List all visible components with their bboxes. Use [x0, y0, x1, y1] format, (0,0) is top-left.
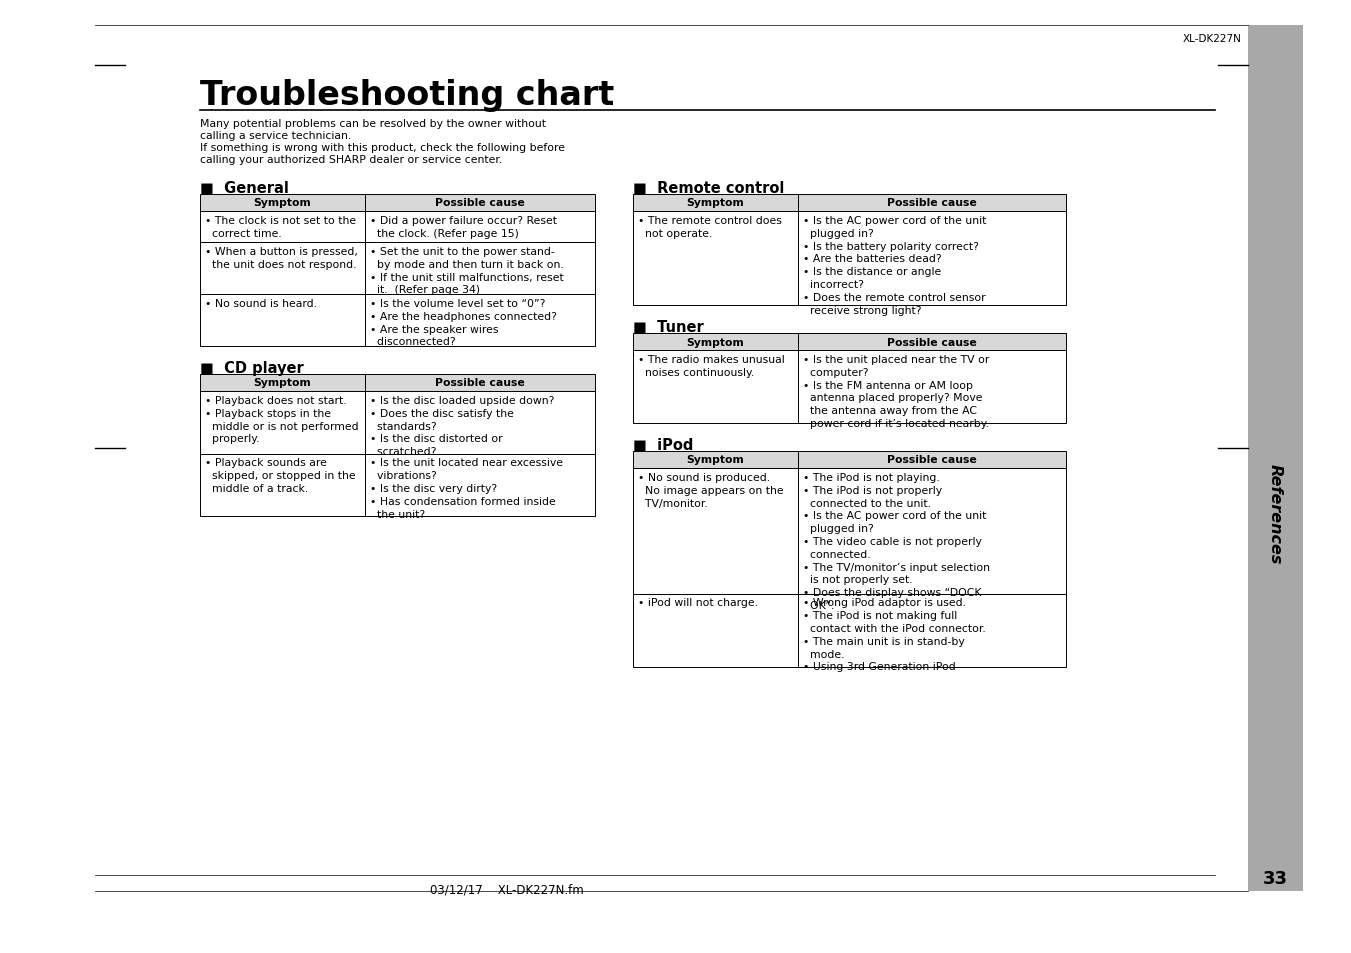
- Text: Symptom: Symptom: [254, 378, 311, 388]
- Text: Symptom: Symptom: [686, 455, 744, 465]
- Bar: [365, 243, 594, 294]
- Text: Possible cause: Possible cause: [888, 198, 977, 209]
- Text: calling your authorized SHARP dealer or service center.: calling your authorized SHARP dealer or …: [200, 154, 503, 165]
- Text: • The remote control does
  not operate.: • The remote control does not operate.: [638, 215, 782, 238]
- Text: 33: 33: [1263, 869, 1288, 887]
- Text: ■  Remote control: ■ Remote control: [634, 181, 785, 195]
- Text: Possible cause: Possible cause: [888, 455, 977, 465]
- Bar: [634, 194, 798, 212]
- Bar: [634, 351, 798, 423]
- Text: Troubleshooting chart: Troubleshooting chart: [200, 79, 615, 112]
- Bar: [798, 334, 1066, 351]
- Bar: [365, 375, 594, 392]
- Text: References: References: [1269, 463, 1283, 563]
- Text: Possible cause: Possible cause: [888, 337, 977, 347]
- Text: • No sound is produced.
  No image appears on the
  TV/monitor.: • No sound is produced. No image appears…: [638, 473, 784, 508]
- Bar: [1248, 26, 1302, 891]
- Bar: [798, 351, 1066, 423]
- Text: If something is wrong with this product, check the following before: If something is wrong with this product,…: [200, 143, 565, 152]
- Text: calling a service technician.: calling a service technician.: [200, 131, 351, 141]
- Bar: [365, 294, 594, 347]
- Bar: [798, 469, 1066, 594]
- Bar: [634, 594, 798, 667]
- Text: • iPod will not charge.: • iPod will not charge.: [638, 598, 758, 608]
- Text: • Is the disc loaded upside down?
• Does the disc satisfy the
  standards?
• Is : • Is the disc loaded upside down? • Does…: [370, 395, 554, 456]
- Text: Symptom: Symptom: [254, 198, 311, 209]
- Text: • Is the unit placed near the TV or
  computer?
• Is the FM antenna or AM loop
 : • Is the unit placed near the TV or comp…: [802, 355, 989, 429]
- Text: ■  General: ■ General: [200, 181, 289, 195]
- Text: • The iPod is not playing.
• The iPod is not properly
  connected to the unit.
•: • The iPod is not playing. • The iPod is…: [802, 473, 990, 610]
- Text: • Did a power failure occur? Reset
  the clock. (Refer page 15): • Did a power failure occur? Reset the c…: [370, 215, 557, 238]
- Bar: [365, 212, 594, 243]
- Bar: [200, 212, 365, 243]
- Text: Many potential problems can be resolved by the owner without: Many potential problems can be resolved …: [200, 119, 546, 129]
- Text: ■  CD player: ■ CD player: [200, 360, 304, 375]
- Bar: [634, 469, 798, 594]
- Bar: [365, 194, 594, 212]
- Bar: [200, 454, 365, 517]
- Text: 03/12/17    XL-DK227N.fm: 03/12/17 XL-DK227N.fm: [430, 883, 584, 896]
- Bar: [634, 212, 798, 306]
- Text: ■  Tuner: ■ Tuner: [634, 319, 704, 335]
- Text: • Wrong iPod adaptor is used.
• The iPod is not making full
  contact with the i: • Wrong iPod adaptor is used. • The iPod…: [802, 598, 986, 672]
- Text: ■  iPod: ■ iPod: [634, 437, 693, 453]
- Bar: [634, 452, 798, 469]
- Text: • Is the unit located near excessive
  vibrations?
• Is the disc very dirty?
• H: • Is the unit located near excessive vib…: [370, 458, 563, 519]
- Text: • When a button is pressed,
  the unit does not respond.: • When a button is pressed, the unit doe…: [205, 247, 358, 270]
- Bar: [634, 334, 798, 351]
- Bar: [365, 392, 594, 454]
- Bar: [200, 194, 365, 212]
- Bar: [200, 294, 365, 347]
- Text: • Playback does not start.
• Playback stops in the
  middle or is not performed
: • Playback does not start. • Playback st…: [205, 395, 358, 444]
- Bar: [365, 454, 594, 517]
- Text: • The clock is not set to the
  correct time.: • The clock is not set to the correct ti…: [205, 215, 357, 238]
- Bar: [798, 194, 1066, 212]
- Text: XL-DK227N: XL-DK227N: [1183, 34, 1242, 44]
- Bar: [200, 243, 365, 294]
- Text: • Is the AC power cord of the unit
  plugged in?
• Is the battery polarity corre: • Is the AC power cord of the unit plugg…: [802, 215, 986, 315]
- Text: • Set the unit to the power stand-
  by mode and then turn it back on.
• If the : • Set the unit to the power stand- by mo…: [370, 247, 563, 295]
- Text: • The radio makes unusual
  noises continuously.: • The radio makes unusual noises continu…: [638, 355, 785, 377]
- Bar: [798, 212, 1066, 306]
- Text: Symptom: Symptom: [686, 337, 744, 347]
- Text: • Is the volume level set to “0”?
• Are the headphones connected?
• Are the spea: • Is the volume level set to “0”? • Are …: [370, 298, 557, 347]
- Text: Possible cause: Possible cause: [435, 378, 526, 388]
- Bar: [798, 594, 1066, 667]
- Bar: [798, 452, 1066, 469]
- Text: Possible cause: Possible cause: [435, 198, 526, 209]
- Text: • No sound is heard.: • No sound is heard.: [205, 298, 317, 309]
- Text: • Playback sounds are
  skipped, or stopped in the
  middle of a track.: • Playback sounds are skipped, or stoppe…: [205, 458, 355, 494]
- Bar: [200, 375, 365, 392]
- Bar: [200, 392, 365, 454]
- Text: Symptom: Symptom: [686, 198, 744, 209]
